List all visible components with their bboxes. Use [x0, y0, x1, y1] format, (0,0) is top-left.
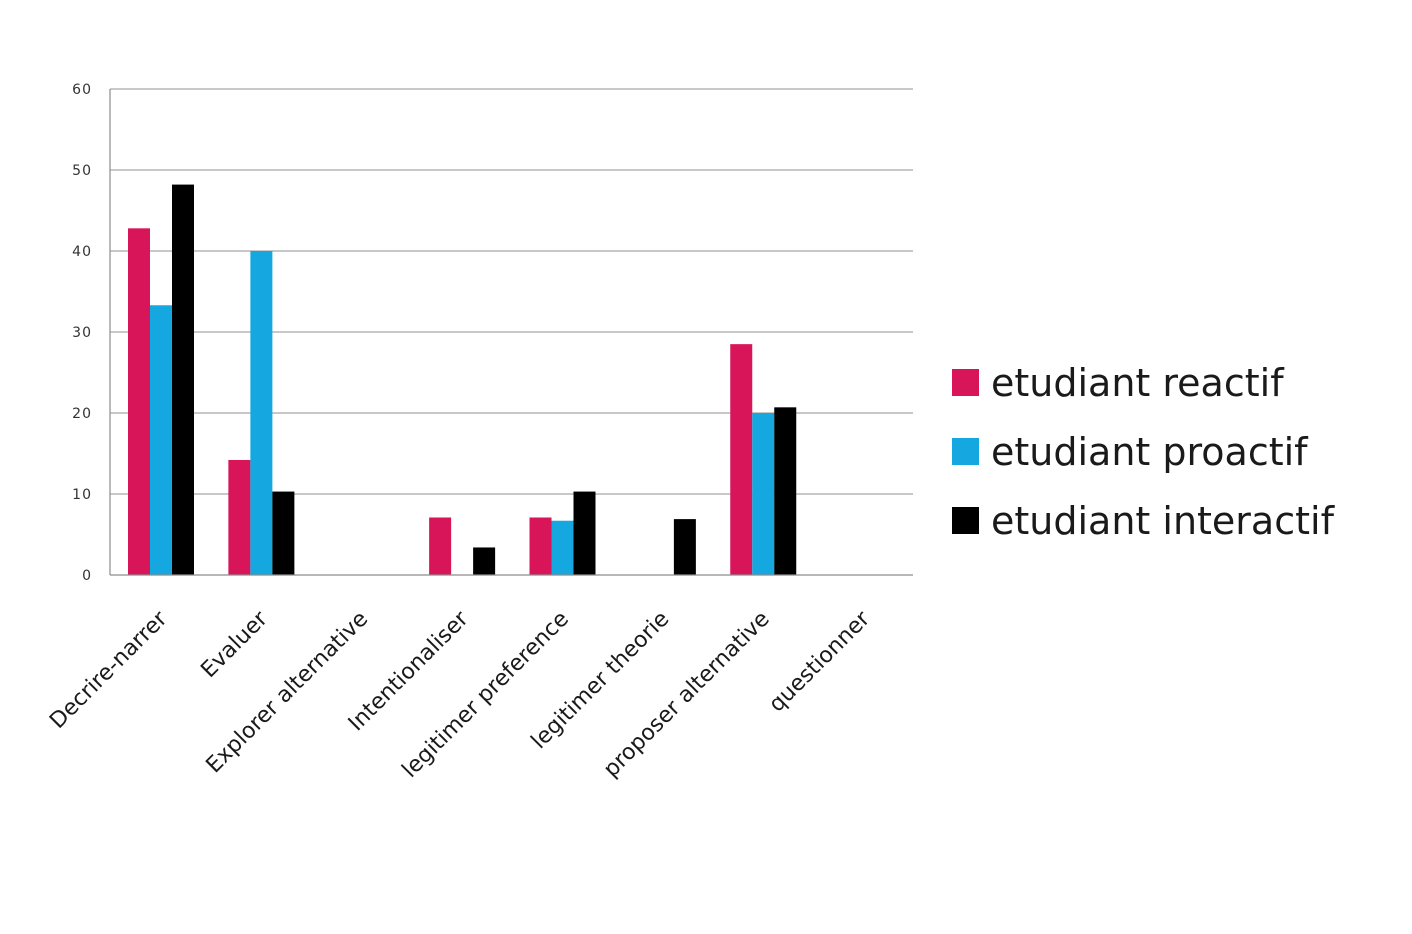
- bar-etudiant-proactif-4: [551, 520, 574, 575]
- bar-etudiant-proactif-0: [150, 305, 172, 575]
- y-tick-label: 30: [72, 325, 92, 341]
- y-tick-label: 0: [82, 568, 92, 584]
- bar-etudiant-interactif-5: [673, 519, 696, 575]
- bar-etudiant-reactif-3: [429, 517, 452, 575]
- y-tick-label: 10: [72, 487, 92, 503]
- y-tick-label: 60: [72, 82, 92, 98]
- bars: [128, 184, 797, 575]
- x-category-label: Evaluer: [196, 606, 273, 683]
- x-category-label: proposer alternative: [599, 607, 775, 783]
- bar-etudiant-interactif-6: [774, 407, 797, 575]
- x-category-label: questionner: [764, 606, 875, 717]
- x-category-label: Explorer alternative: [202, 607, 374, 779]
- bar-etudiant-interactif-4: [573, 491, 596, 575]
- axes: [109, 89, 913, 576]
- x-category-label: Decrire-narrer: [45, 606, 173, 734]
- legend-swatch: [952, 507, 979, 534]
- legend: etudiant reactif etudiant proactif etudian…: [952, 361, 1336, 543]
- legend-label: etudiant proactif: [991, 430, 1309, 474]
- bar-etudiant-reactif-0: [128, 228, 150, 575]
- bar-etudiant-reactif-1: [228, 459, 251, 575]
- y-axis-ticks: 0 10 20 30 40 50 60: [72, 82, 92, 584]
- y-tick-label: 20: [72, 406, 92, 422]
- legend-swatch: [952, 438, 979, 465]
- bar-etudiant-proactif-6: [752, 413, 775, 575]
- bar-etudiant-interactif-3: [473, 547, 496, 575]
- bar-etudiant-proactif-1: [250, 251, 273, 575]
- bar-etudiant-interactif-0: [172, 184, 194, 575]
- legend-label: etudiant reactif: [991, 361, 1285, 405]
- bar-etudiant-reactif-6: [730, 344, 753, 575]
- y-tick-label: 40: [72, 244, 92, 260]
- legend-label: etudiant interactif: [991, 499, 1336, 543]
- bar-etudiant-reactif-4: [529, 517, 552, 575]
- legend-swatch: [952, 369, 979, 396]
- bar-etudiant-interactif-1: [272, 491, 295, 575]
- y-tick-label: 50: [72, 163, 92, 179]
- x-category-label: legitimer preference: [398, 607, 574, 783]
